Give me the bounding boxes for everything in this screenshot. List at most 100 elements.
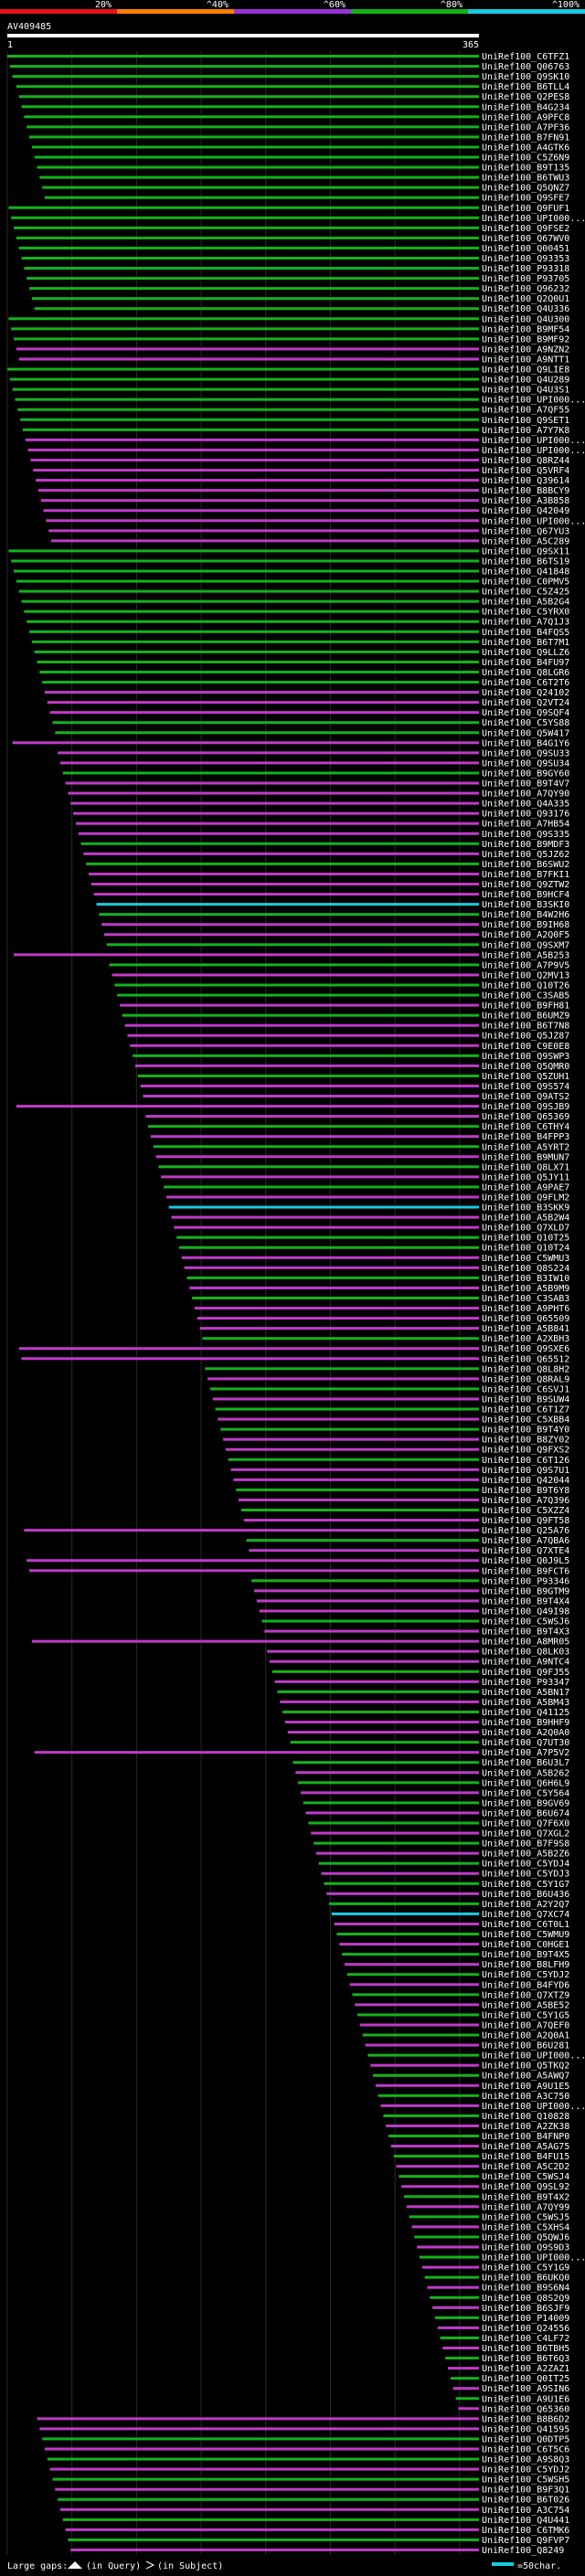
hit-label[interactable]: UniRef100_B6UMZ9 — [482, 1012, 569, 1022]
hit-label[interactable]: UniRef100_A5B262 — [482, 1768, 569, 1778]
hit-label[interactable]: UniRef100_Q9SK10 — [482, 72, 569, 82]
hit-label[interactable]: UniRef100_Q9S335 — [482, 830, 569, 840]
hit-label[interactable]: UniRef100_A2Q0F5 — [482, 930, 569, 940]
hit-label[interactable]: UniRef100_C5Y564 — [482, 1788, 569, 1798]
hit-label[interactable]: UniRef100_B6T7M1 — [482, 638, 569, 648]
hit-label[interactable]: UniRef100_C5YS88 — [482, 718, 569, 728]
hit-label[interactable]: UniRef100_Q9LIE8 — [482, 366, 569, 376]
hit-label[interactable]: UniRef100_A7Y7K8 — [482, 426, 569, 436]
hit-label[interactable]: UniRef100_A5B9M9 — [482, 1284, 569, 1294]
hit-label[interactable]: UniRef100_A9PFC8 — [482, 112, 569, 122]
hit-label[interactable]: UniRef100_C5Y1G7 — [482, 1880, 569, 1890]
hit-label[interactable]: UniRef100_B9T4X5 — [482, 1950, 569, 1960]
hit-label[interactable]: UniRef100_B8B6D2 — [482, 2414, 569, 2424]
hit-label[interactable]: UniRef100_B9T4X3 — [482, 1627, 569, 1638]
hit-label[interactable]: UniRef100_A5B253 — [482, 950, 569, 960]
hit-label[interactable]: UniRef100_A9NZN2 — [482, 345, 569, 355]
hit-label[interactable]: UniRef100_B3IW10 — [482, 1274, 569, 1284]
hit-label[interactable]: UniRef100_Q10828 — [482, 2112, 569, 2122]
hit-label[interactable]: UniRef100_A5B2W4 — [482, 1214, 569, 1224]
hit-label[interactable]: UniRef100_B9GV69 — [482, 1798, 569, 1808]
hit-label[interactable]: UniRef100_A3B858 — [482, 496, 569, 506]
hit-label[interactable]: UniRef100_A2Y2Q7 — [482, 1900, 569, 1910]
hit-label[interactable]: UniRef100_Q8S2Q9 — [482, 2294, 569, 2304]
hit-label[interactable]: UniRef100_Q7XGL2 — [482, 1829, 569, 1839]
hit-label[interactable]: UniRef100_B9MUN7 — [482, 1152, 569, 1162]
hit-label[interactable]: UniRef100_Q0DTP5 — [482, 2434, 569, 2444]
hit-label[interactable]: UniRef100_A7P9V5 — [482, 960, 569, 970]
hit-label[interactable]: UniRef100_Q9FLM2 — [482, 1193, 569, 1203]
hit-label[interactable]: UniRef100_P93318 — [482, 264, 569, 274]
hit-label[interactable]: UniRef100_A7QF55 — [482, 406, 569, 416]
hit-label[interactable]: UniRef100_Q7XTE4 — [482, 1546, 569, 1556]
hit-label[interactable]: UniRef100_C6T126 — [482, 1456, 569, 1466]
hit-label[interactable]: UniRef100_B3SKK9 — [482, 1203, 569, 1214]
hit-label[interactable]: UniRef100_A5B841 — [482, 1324, 569, 1334]
hit-label[interactable]: UniRef100_UPI000... — [482, 516, 585, 526]
hit-label[interactable]: UniRef100_Q4U300 — [482, 314, 569, 324]
hit-label[interactable]: UniRef100_Q4U289 — [482, 376, 569, 386]
hit-label[interactable]: UniRef100_C5WSH5 — [482, 2475, 569, 2486]
hit-label[interactable]: UniRef100_UPI000... — [482, 214, 585, 224]
hit-label[interactable]: UniRef100_C5Y1G5 — [482, 2010, 569, 2020]
hit-label[interactable]: UniRef100_C5XBB4 — [482, 1415, 569, 1426]
hit-label[interactable]: UniRef100_B6T6Q3 — [482, 2354, 569, 2364]
hit-label[interactable]: UniRef100_C3SAB5 — [482, 991, 569, 1002]
hit-label[interactable]: UniRef100_C6THY4 — [482, 1122, 569, 1132]
hit-label[interactable]: UniRef100_P93705 — [482, 274, 569, 284]
hit-label[interactable]: UniRef100_Q8LX71 — [482, 1162, 569, 1172]
hit-label[interactable]: UniRef100_Q7UT30 — [482, 1738, 569, 1748]
hit-label[interactable]: UniRef100_Q5TKQ2 — [482, 2062, 569, 2072]
hit-label[interactable]: UniRef100_C5WMU3 — [482, 1254, 569, 1264]
hit-label[interactable]: UniRef100_A5B2G4 — [482, 598, 569, 608]
hit-label[interactable]: UniRef100_A9NTC4 — [482, 1658, 569, 1668]
hit-label[interactable]: UniRef100_Q9ATS2 — [482, 1092, 569, 1102]
hit-label[interactable]: UniRef100_B4FPP3 — [482, 1132, 569, 1142]
hit-label[interactable]: UniRef100_A5C2D2 — [482, 2162, 569, 2172]
hit-label[interactable]: UniRef100_A9U1E5 — [482, 2082, 569, 2092]
hit-label[interactable]: UniRef100_B9MDF3 — [482, 840, 569, 850]
hit-label[interactable]: UniRef100_Q24556 — [482, 2324, 569, 2334]
hit-label[interactable]: UniRef100_Q41595 — [482, 2424, 569, 2434]
hit-label[interactable]: UniRef100_A5YRT2 — [482, 1142, 569, 1152]
hit-label[interactable]: UniRef100_UPI000... — [482, 436, 585, 446]
hit-label[interactable]: UniRef100_A5B2Z6 — [482, 1850, 569, 1860]
hit-label[interactable]: UniRef100_A5AWQ7 — [482, 2072, 569, 2082]
hit-label[interactable]: UniRef100_Q4A335 — [482, 800, 569, 810]
hit-label[interactable]: UniRef100_Q7XC74 — [482, 1910, 569, 1920]
hit-label[interactable]: UniRef100_UPI000... — [482, 2102, 585, 2112]
hit-label[interactable]: UniRef100_P14009 — [482, 2314, 569, 2324]
hit-label[interactable]: UniRef100_Q9SFE7 — [482, 194, 569, 204]
hit-label[interactable]: UniRef100_Q5ZUH1 — [482, 1072, 569, 1082]
hit-label[interactable]: UniRef100_B9T135 — [482, 164, 569, 174]
hit-label[interactable]: UniRef100_C6T1Z7 — [482, 1405, 569, 1415]
hit-label[interactable]: UniRef100_Q5QMR0 — [482, 1062, 569, 1072]
hit-label[interactable]: UniRef100_B6TBH5 — [482, 2344, 569, 2354]
hit-label[interactable]: UniRef100_A7P5V2 — [482, 1748, 569, 1758]
hit-label[interactable]: UniRef100_C5YDJ3 — [482, 1870, 569, 1880]
hit-label[interactable]: UniRef100_B6TLL4 — [482, 82, 569, 92]
hit-label[interactable]: UniRef100_Q00451 — [482, 244, 569, 254]
hit-label[interactable]: UniRef100_Q7XTZ9 — [482, 1990, 569, 2000]
hit-label[interactable]: UniRef100_Q9ZTW2 — [482, 880, 569, 890]
hit-label[interactable]: UniRef100_C5WSJ6 — [482, 1617, 569, 1627]
hit-label[interactable]: UniRef100_C5WMU9 — [482, 1930, 569, 1940]
hit-label[interactable]: UniRef100_A9U1E6 — [482, 2394, 569, 2404]
hit-label[interactable]: UniRef100_A9NTT1 — [482, 355, 569, 365]
hit-label[interactable]: UniRef100_B9FCT6 — [482, 1566, 569, 1576]
hit-label[interactable]: UniRef100_Q9S9D3 — [482, 2243, 569, 2253]
hit-label[interactable]: UniRef100_Q5JY11 — [482, 1172, 569, 1182]
hit-label[interactable]: UniRef100_P93346 — [482, 1576, 569, 1586]
hit-label[interactable]: UniRef100_Q96232 — [482, 284, 569, 294]
hit-label[interactable]: UniRef100_P93347 — [482, 1678, 569, 1688]
hit-label[interactable]: UniRef100_A8MR05 — [482, 1638, 569, 1648]
hit-label[interactable]: UniRef100_Q9FVP7 — [482, 2536, 569, 2546]
hit-label[interactable]: UniRef100_A7HB54 — [482, 820, 569, 830]
hit-label[interactable]: UniRef100_Q39614 — [482, 476, 569, 486]
hit-label[interactable]: UniRef100_B9HCF4 — [482, 890, 569, 900]
hit-label[interactable]: UniRef100_B4FU97 — [482, 658, 569, 668]
hit-label[interactable]: UniRef100_A4GTK6 — [482, 143, 569, 153]
hit-label[interactable]: UniRef100_Q9SXE6 — [482, 1344, 569, 1354]
hit-label[interactable]: UniRef100_B7FN91 — [482, 133, 569, 143]
hit-label[interactable]: UniRef100_B6SWU2 — [482, 860, 569, 870]
